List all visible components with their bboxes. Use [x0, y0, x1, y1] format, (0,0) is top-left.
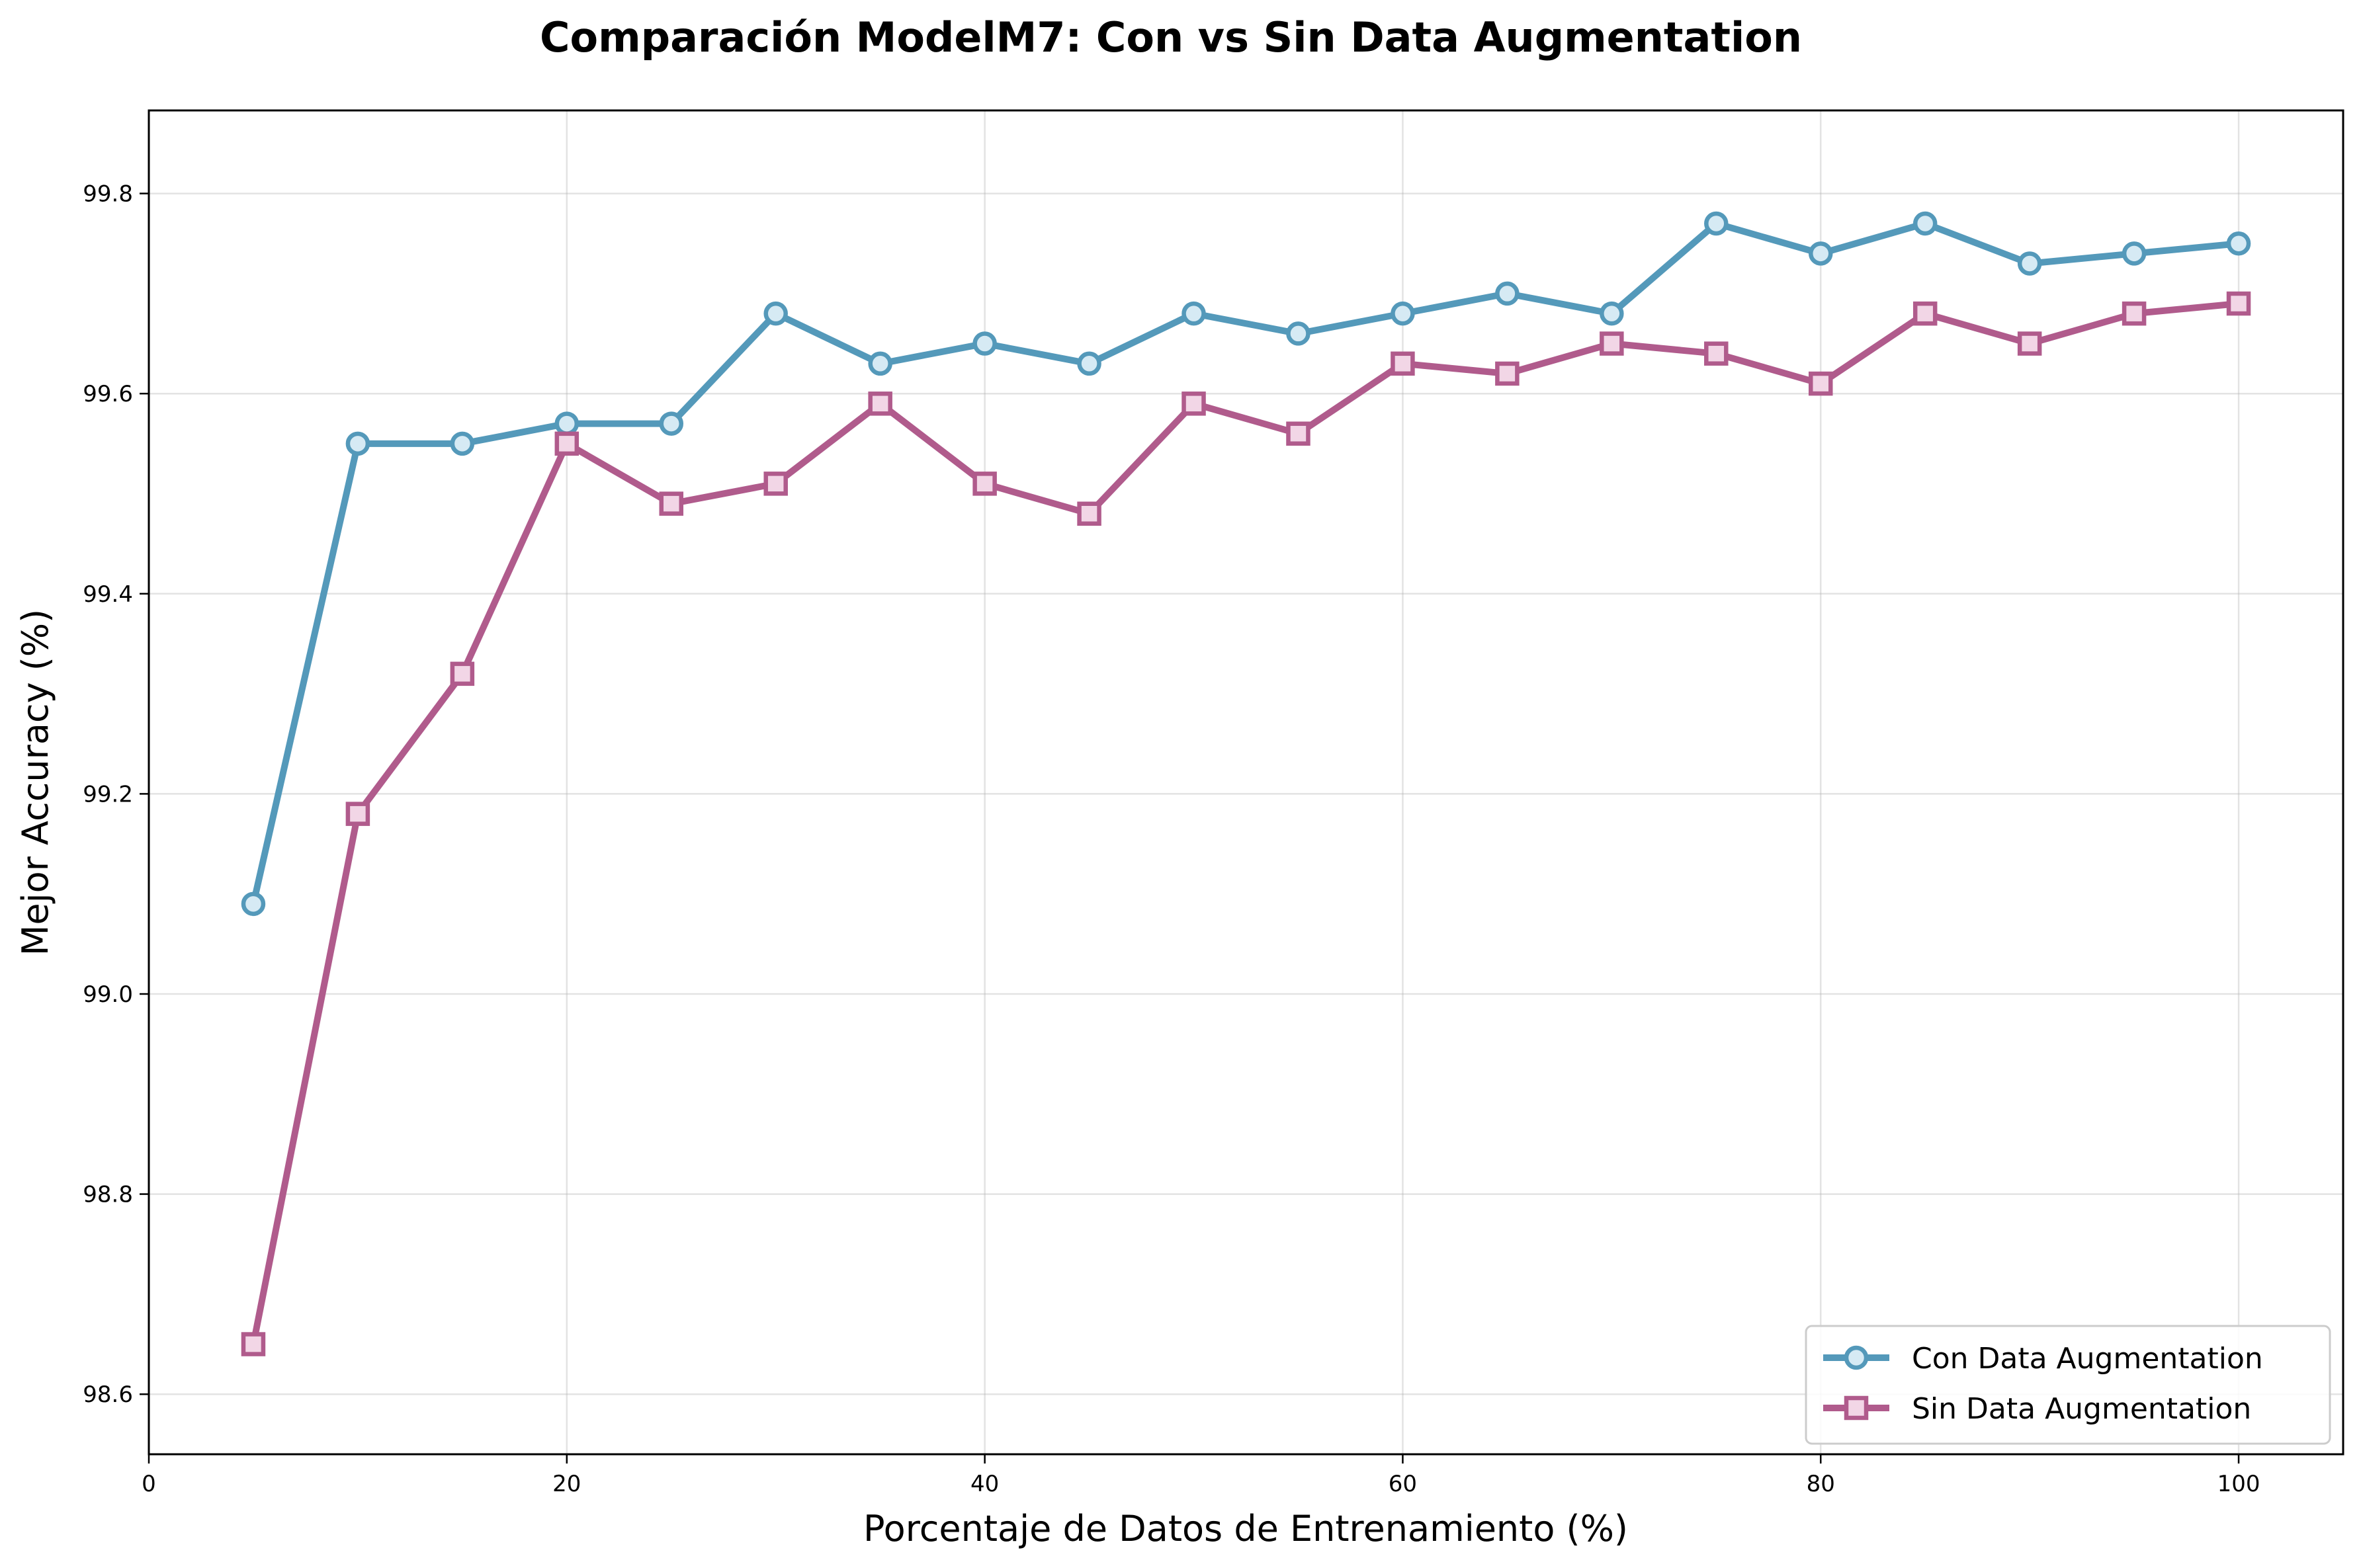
y-tick-label: 98.8	[83, 1182, 133, 1208]
data-point	[1181, 301, 1206, 326]
data-point	[2226, 231, 2251, 256]
data-point	[659, 411, 684, 436]
plot-area-frame	[148, 109, 2344, 1456]
legend-swatch-marker	[1844, 1345, 1869, 1370]
data-point	[450, 661, 475, 686]
series-line	[249, 220, 2243, 907]
data-point	[868, 351, 892, 376]
data-point	[1600, 301, 1624, 326]
data-point	[345, 802, 370, 826]
data-point	[1912, 211, 1938, 236]
x-tick-label: 80	[1807, 1471, 1835, 1497]
y-tick-label: 98.6	[83, 1382, 133, 1408]
x-tick-label: 20	[552, 1471, 581, 1497]
data-point	[763, 301, 788, 326]
legend-entry: Con Data Augmentation	[1823, 1342, 2263, 1376]
y-tick-label: 99.8	[83, 181, 133, 208]
data-point	[1704, 341, 1729, 366]
data-point	[972, 472, 997, 496]
data-point	[1495, 281, 1520, 306]
data-point	[659, 491, 684, 516]
legend: Con Data Augmentation Sin Data Augmentati…	[1805, 1325, 2331, 1445]
data-point	[345, 431, 370, 456]
chart-title: Comparación ModelM7: Con vs Sin Data Aug…	[540, 13, 1802, 62]
data-point	[2017, 251, 2042, 276]
data-point	[1808, 241, 1833, 266]
series-line	[249, 300, 2243, 1348]
y-axis-label: Mejor Accuracy (%)	[15, 609, 56, 956]
data-point	[972, 331, 997, 356]
data-point	[1391, 301, 1415, 326]
series-2	[241, 291, 2251, 1356]
y-tick-label: 99.4	[83, 581, 133, 608]
legend-label: Con Data Augmentation	[1912, 1342, 2263, 1376]
data-point	[2122, 241, 2147, 266]
data-point	[1181, 392, 1206, 416]
legend-entry: Sin Data Augmentation	[1823, 1392, 2251, 1426]
y-tick-label: 99.6	[83, 381, 133, 407]
series-1	[241, 211, 2251, 917]
data-point	[868, 392, 892, 416]
data-point	[1704, 211, 1729, 236]
series-layer	[241, 211, 2251, 1356]
x-tick-label: 0	[142, 1471, 156, 1497]
legend-box	[1805, 1325, 2331, 1445]
x-tick-label: 100	[2217, 1471, 2260, 1497]
data-point	[1600, 331, 1624, 356]
data-point	[241, 891, 266, 917]
data-point	[1077, 501, 1101, 526]
x-axis-label: Porcentaje de Datos de Entrenamiento (%)	[863, 1508, 1628, 1549]
data-point	[2226, 291, 2251, 316]
data-point	[241, 1332, 266, 1356]
data-point	[1495, 361, 1520, 386]
x-tick-label: 60	[1389, 1471, 1417, 1497]
data-point	[554, 411, 580, 436]
data-point	[2122, 301, 2147, 326]
legend-swatch-marker	[1844, 1395, 1869, 1421]
data-point	[1286, 321, 1310, 346]
data-point	[1077, 351, 1101, 376]
data-point	[1286, 421, 1310, 446]
legend-label: Sin Data Augmentation	[1912, 1392, 2251, 1426]
y-tick-label: 99.2	[83, 781, 133, 807]
data-point	[763, 472, 788, 496]
data-point	[450, 431, 475, 456]
data-point	[1912, 301, 1938, 326]
data-point	[554, 431, 580, 456]
data-point	[2017, 331, 2042, 356]
x-tick-label: 40	[970, 1471, 999, 1497]
data-point	[1391, 351, 1415, 376]
data-point	[1808, 371, 1833, 396]
y-tick-label: 99.0	[83, 981, 133, 1008]
axis-ticks: 0 20 40 60 80 100 98.6 98.8 99.0 99.2 99.4 99.6 99.8	[83, 181, 2260, 1497]
